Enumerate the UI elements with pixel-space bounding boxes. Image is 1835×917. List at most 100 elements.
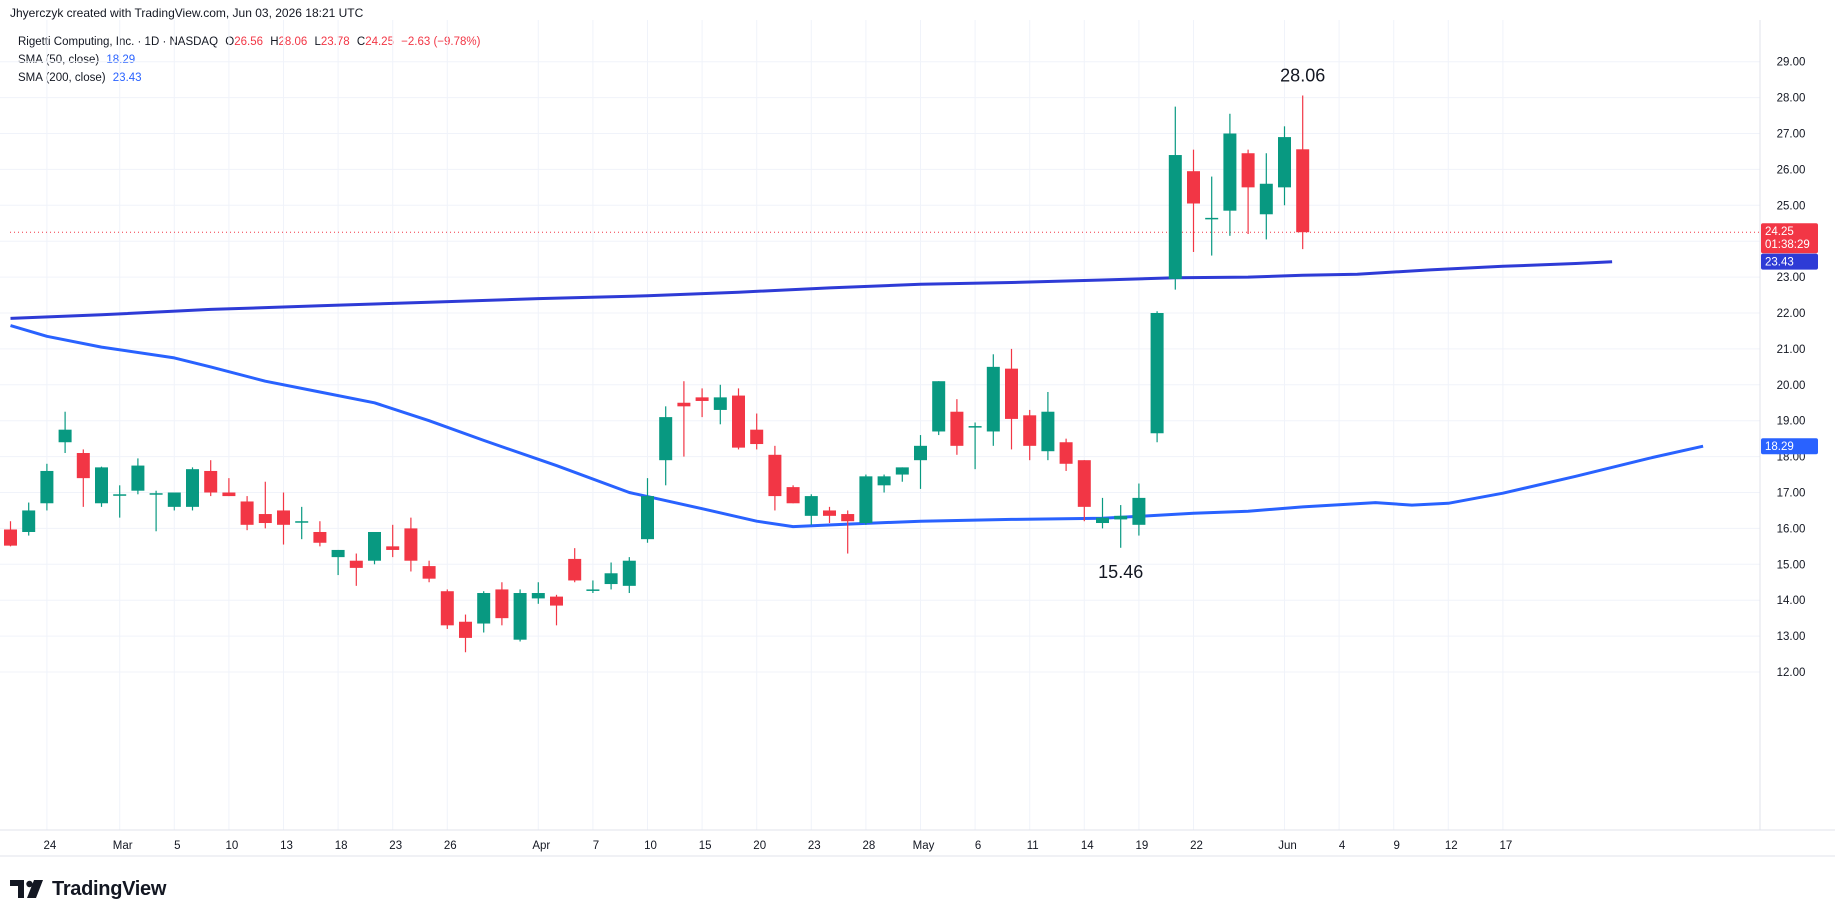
candle-body <box>1259 183 1273 215</box>
candle-body <box>477 593 491 624</box>
candle <box>568 548 582 583</box>
candle-body <box>1150 313 1164 434</box>
candle <box>550 594 563 626</box>
y-tick-label: 12.00 <box>1777 667 1806 679</box>
candle-body <box>1077 460 1091 507</box>
candle <box>732 388 745 450</box>
candle-body <box>368 531 381 561</box>
ohlc-close: C24.25 <box>357 36 394 48</box>
x-tick-label: 10 <box>226 840 239 852</box>
candle-body <box>131 465 145 491</box>
candle-body <box>1168 155 1182 279</box>
candle <box>1278 126 1291 206</box>
candle <box>859 474 873 525</box>
x-tick-label: 10 <box>644 840 657 852</box>
ohlc-close-value: 24.25 <box>365 36 394 48</box>
candle-body <box>586 589 600 591</box>
ohlc-open-value: 26.56 <box>234 36 263 48</box>
candle-body <box>331 549 345 558</box>
candle <box>240 496 254 531</box>
candle <box>622 557 636 594</box>
candle <box>404 517 418 572</box>
last-price-label-bg <box>1761 223 1818 254</box>
candle <box>877 474 891 493</box>
y-tick-label: 28.00 <box>1777 93 1806 105</box>
candle-body <box>1223 133 1237 211</box>
tradingview-logo[interactable]: TradingView <box>10 876 166 902</box>
x-tick-label: Apr <box>532 840 550 852</box>
candle-body <box>40 470 54 504</box>
candle <box>349 553 363 586</box>
candle-body <box>914 445 927 461</box>
candle-body <box>149 493 163 495</box>
y-tick-label: 16.00 <box>1777 523 1806 535</box>
candle <box>968 422 982 470</box>
candle <box>713 384 727 425</box>
candle-body <box>568 558 582 581</box>
ohlc-close-label: C <box>356 36 366 48</box>
candle-body <box>1205 217 1219 220</box>
sma50-line <box>10 324 1704 529</box>
sma50-value: 18.29 <box>106 54 136 66</box>
candle <box>1023 409 1037 461</box>
y-tick-label: 29.00 <box>1777 57 1806 69</box>
candle <box>40 463 54 511</box>
ohlc-low-value: 23.78 <box>320 36 350 48</box>
x-tick-label: 12 <box>1445 840 1458 852</box>
candle-body <box>695 397 709 401</box>
candle <box>586 580 600 594</box>
candle <box>986 354 1000 446</box>
x-tick-label: 15 <box>699 840 712 852</box>
y-tick-label: 20.00 <box>1777 380 1806 392</box>
candle-body <box>1114 515 1128 520</box>
candle-body <box>786 487 800 504</box>
candle <box>914 435 927 489</box>
time-axis[interactable]: 24 Mar 5 10 13 18 23 26 Apr 7 10 15 20 23 28 May 6 11 14 19… <box>44 840 1513 852</box>
sma50-legend-row[interactable]: SMA (50, close) 18.29 <box>18 51 484 69</box>
candle <box>204 460 218 497</box>
candle-body <box>950 411 964 446</box>
candle <box>477 591 491 633</box>
legend: Rigetti Computing, Inc. · 1D · NASDAQ O2… <box>18 33 484 87</box>
candle-body <box>459 621 472 638</box>
candle-body <box>604 573 618 585</box>
price-axis[interactable]: 12.00 13.00 14.00 15.00 16.00 17.00 18.00 19.00… <box>1777 57 1806 679</box>
candle-body <box>1296 149 1310 233</box>
x-tick-label: May <box>913 840 935 852</box>
sma50-price-label-text: 18.29 <box>1765 441 1794 453</box>
candle <box>1296 95 1310 250</box>
candle-body <box>968 426 982 428</box>
sma200-price-label-text: 23.43 <box>1765 257 1794 269</box>
candle-body <box>768 454 782 497</box>
candle-body <box>58 429 72 443</box>
candle-body <box>732 395 745 448</box>
candle-body <box>750 429 764 445</box>
candle <box>1132 483 1146 536</box>
sma50-label: SMA (50, close) <box>18 54 100 66</box>
candle <box>1241 149 1255 235</box>
candle-body <box>986 366 1000 432</box>
candle <box>222 478 236 497</box>
ohlc-change: −2.63 (−9.78%) <box>401 36 481 48</box>
candle <box>750 413 764 450</box>
candle-body <box>113 494 127 496</box>
candle <box>1059 438 1073 471</box>
candle <box>22 502 36 536</box>
x-tick-label: 7 <box>593 840 599 852</box>
x-tick-label: 20 <box>753 840 766 852</box>
candle-body <box>295 521 309 523</box>
y-tick-label: 22.00 <box>1777 308 1806 320</box>
symbol-row[interactable]: Rigetti Computing, Inc. · 1D · NASDAQ O2… <box>18 33 484 51</box>
candles <box>4 95 1310 653</box>
y-tick-label: 14.00 <box>1777 595 1806 607</box>
x-tick-label: 13 <box>280 840 293 852</box>
candle <box>531 582 545 604</box>
logo-text: TradingView <box>52 877 167 900</box>
tradingview-logo-icon <box>10 880 43 898</box>
candle <box>131 458 145 495</box>
candle <box>1114 505 1128 548</box>
candle-body <box>204 470 218 493</box>
